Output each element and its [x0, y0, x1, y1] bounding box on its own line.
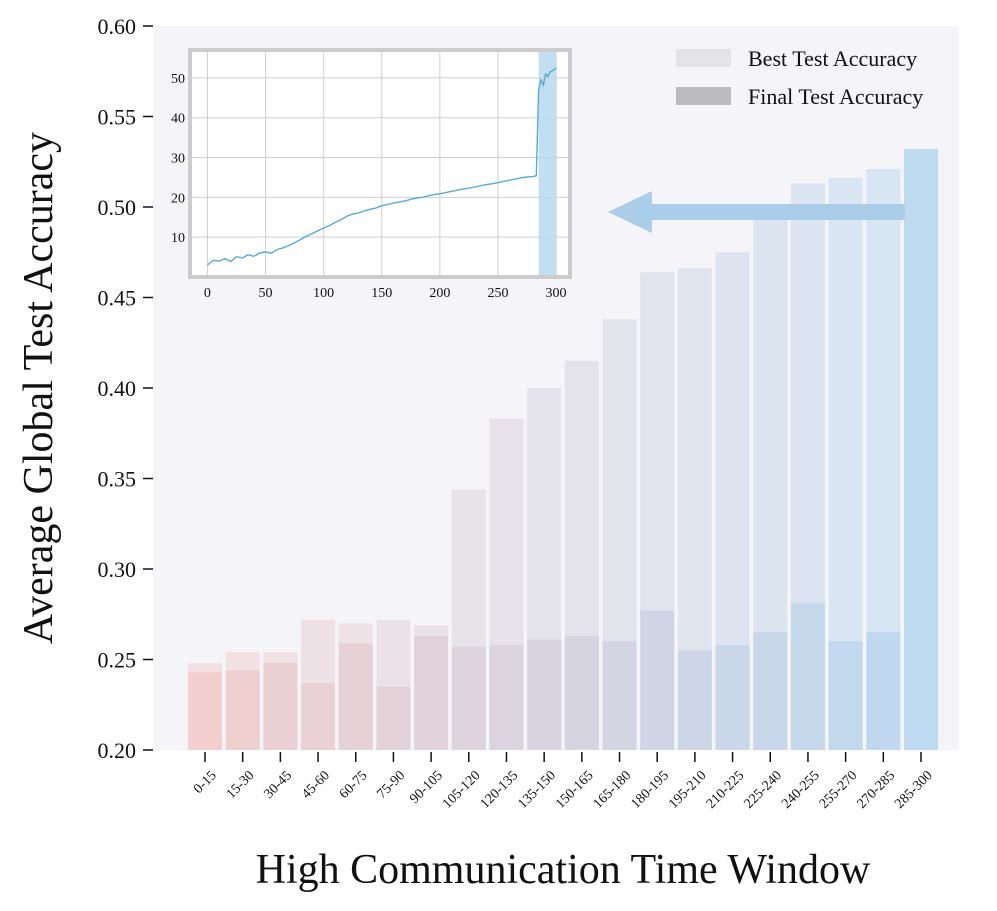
x-tick-label: 30-45 [261, 768, 295, 802]
y-tick-label: 0.60 [98, 14, 137, 39]
final-bar-225-240 [753, 632, 788, 750]
x-axis-title: High Communication Time Window [256, 847, 871, 893]
y-axis: 0.20 0.25 0.30 0.35 0.40 0.45 0.50 0.55 0.60 [98, 14, 153, 763]
x-tick-label: 150-165 [553, 768, 597, 812]
inset-x-tick-label: 100 [313, 286, 334, 301]
x-tick-label: 165-180 [591, 768, 635, 812]
y-tick-label: 0.35 [98, 467, 137, 492]
final-bar-15-30 [225, 670, 260, 750]
x-tick-label: 75-90 [375, 768, 409, 802]
legend-swatch-final [676, 87, 731, 105]
y-tick-label: 0.55 [98, 105, 137, 130]
arrow-head-icon [608, 191, 652, 233]
final-bar-90-105 [414, 635, 449, 750]
legend-label-best: Best Test Accuracy [748, 46, 917, 71]
legend: Best Test Accuracy Final Test Accuracy [676, 46, 923, 109]
inset-highlight-region [538, 50, 557, 277]
final-bar-195-210 [677, 650, 712, 750]
final-bar-270-285 [866, 632, 901, 750]
final-bar-285-300 [904, 149, 938, 750]
x-tick-label: 285-300 [892, 768, 936, 812]
x-tick-label: 240-255 [779, 768, 823, 812]
final-bar-0-15 [188, 672, 222, 750]
inset-line-chart: 0 50 100 150 200 250 300 10 20 30 40 50 [171, 48, 572, 301]
y-tick-label: 0.30 [98, 557, 137, 582]
arrow-shaft [645, 204, 905, 220]
inset-x-tick-label: 150 [371, 286, 392, 301]
x-axis: 0-15 15-30 30-45 45-60 60-75 75-90 90-105105-1… [191, 752, 936, 812]
y-tick-label: 0.20 [98, 738, 137, 763]
inset-y-tick-label: 50 [171, 72, 185, 87]
x-tick-label: 255-270 [817, 768, 861, 812]
y-tick-label: 0.25 [98, 648, 137, 673]
final-bar-60-75 [338, 643, 373, 750]
x-tick-label: 0-15 [191, 768, 220, 797]
final-bar-105-120 [451, 646, 486, 750]
legend-swatch-best [676, 49, 731, 67]
y-tick-label: 0.45 [98, 286, 137, 311]
inset-frame [188, 48, 572, 279]
final-bar-210-225 [715, 645, 750, 750]
x-tick-label: 105-120 [440, 768, 484, 812]
inset-x-tick-label: 250 [487, 286, 508, 301]
final-bar-240-255 [790, 603, 825, 750]
final-bar-45-60 [301, 683, 336, 750]
x-tick-label: 120-135 [478, 768, 522, 812]
inset-x-tick-label: 0 [204, 286, 211, 301]
final-bar-30-45 [263, 663, 298, 750]
x-tick-label: 180-195 [628, 768, 672, 812]
y-axis-title: Average Global Test Accuracy [16, 132, 62, 644]
inset-background [190, 50, 570, 277]
inset-y-tick-label: 20 [171, 191, 185, 206]
x-tick-label: 225-240 [741, 768, 785, 812]
x-tick-label: 45-60 [299, 768, 333, 802]
inset-y-tick-label: 30 [171, 152, 185, 167]
final-bar-255-270 [828, 641, 863, 750]
y-tick-label: 0.40 [98, 376, 137, 401]
x-tick-label: 60-75 [337, 768, 371, 802]
inset-x-tick-label: 50 [259, 286, 273, 301]
inset-y-tick-label: 40 [171, 112, 185, 127]
final-bar-120-135 [489, 645, 524, 750]
bars-group [188, 149, 938, 751]
final-bar-165-180 [602, 641, 637, 750]
inset-accuracy-line [206, 67, 557, 266]
x-tick-label: 270-285 [855, 768, 899, 812]
legend-label-final: Final Test Accuracy [748, 84, 923, 109]
pointer-arrow [608, 191, 905, 233]
y-tick-label: 0.50 [98, 195, 137, 220]
inset-y-tick-label: 10 [171, 231, 185, 246]
x-tick-label: 135-150 [515, 768, 559, 812]
final-bar-75-90 [376, 686, 411, 750]
x-tick-label: 195-210 [666, 768, 710, 812]
final-bar-180-195 [640, 610, 675, 750]
x-tick-label: 210-225 [704, 768, 748, 812]
inset-x-tick-label: 300 [546, 286, 567, 301]
x-tick-label: 15-30 [224, 768, 258, 802]
final-bar-150-165 [564, 635, 599, 750]
final-bar-135-150 [527, 639, 562, 750]
inset-x-tick-label: 200 [429, 286, 450, 301]
